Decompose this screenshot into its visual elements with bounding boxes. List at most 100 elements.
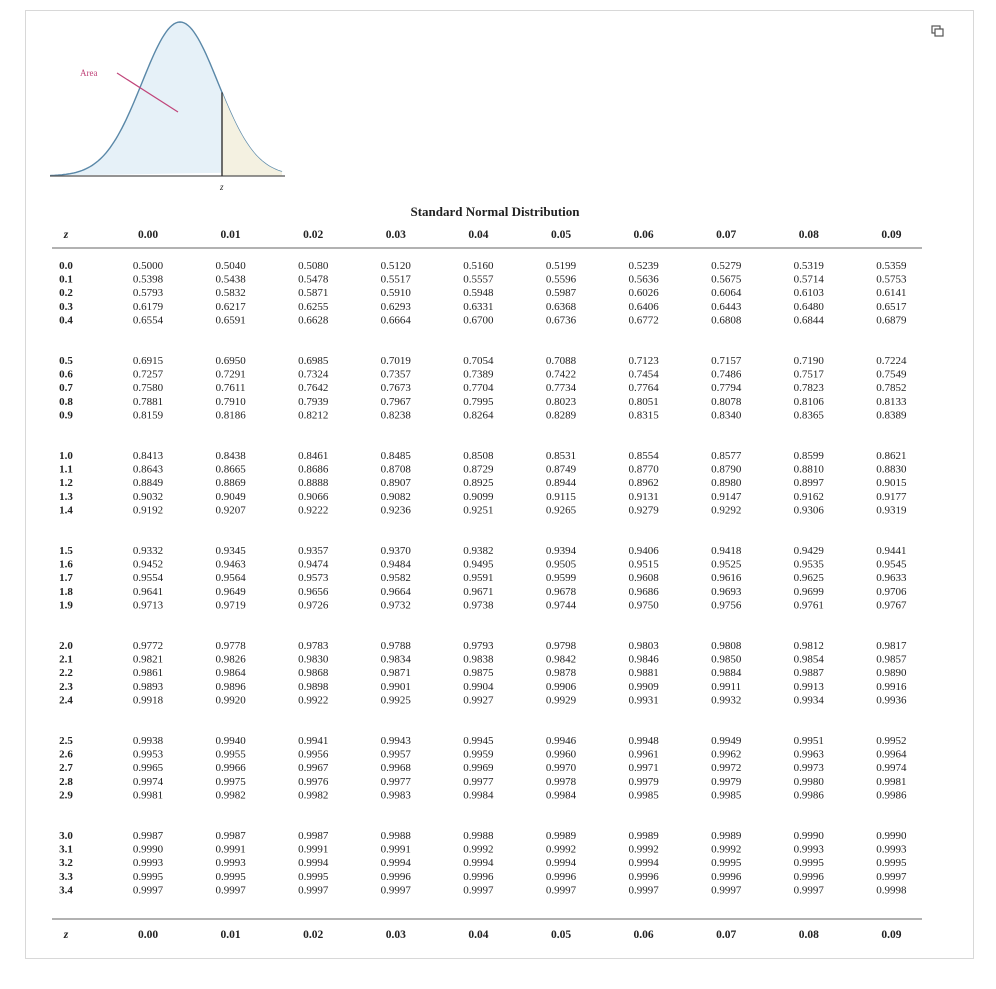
cell: 0.7704 [463,382,494,394]
cell: 0.6517 [876,301,907,313]
cell: 0.9969 [463,762,494,774]
cell: 0.9996 [628,871,659,883]
tail-area [222,92,282,176]
cell: 0.9778 [215,640,246,652]
cell: 0.5199 [546,260,577,272]
row-z: 0.9 [59,409,73,421]
icon[interactable] [931,25,944,37]
cell: 0.9793 [463,640,494,652]
cell: 0.8365 [794,409,825,421]
footer-column: 0.03 [386,929,406,941]
cell: 0.9962 [711,749,741,761]
row-z: 2.7 [59,762,73,774]
cell: 0.9997 [794,884,825,896]
row-z: 0.7 [59,382,73,394]
cell: 0.8790 [711,464,742,476]
cell: 0.9995 [215,871,246,883]
cell: 0.9985 [711,789,742,801]
row-z: 1.0 [59,450,73,462]
cell: 0.9995 [298,871,329,883]
cell: 0.7486 [711,369,742,381]
cell: 0.5000 [133,260,164,272]
cell: 0.5398 [133,274,164,286]
cell: 0.9955 [215,749,246,761]
cell: 0.9984 [463,789,494,801]
cell: 0.6141 [876,287,906,299]
header-column: 0.09 [881,229,901,241]
cell: 0.9671 [463,586,493,598]
cell: 0.9842 [546,654,576,666]
row-z: 1.3 [59,491,73,503]
cell: 0.5239 [628,260,659,272]
cell: 0.9993 [876,844,907,856]
cell: 0.8461 [298,450,328,462]
header-z: z [63,229,69,241]
cell: 0.9974 [876,762,907,774]
cell: 0.5279 [711,260,742,272]
footer-column: 0.00 [138,929,158,941]
row-z: 0.1 [59,274,73,286]
cell: 0.5948 [463,287,494,299]
row-z: 0.4 [59,314,73,326]
cell: 0.9977 [381,776,412,788]
cell: 0.8389 [876,409,907,421]
cell: 0.9319 [876,504,907,516]
row-z: 2.8 [59,776,73,788]
cell: 0.9608 [628,572,659,584]
cell: 0.5871 [298,287,328,299]
cell: 0.7257 [133,369,164,381]
header-column: 0.08 [799,229,819,241]
cell: 0.9991 [215,844,245,856]
cell: 0.8621 [876,450,906,462]
cell: 0.7454 [628,369,659,381]
cell: 0.9946 [546,735,577,747]
cell: 0.7291 [215,369,245,381]
cell: 0.9911 [711,681,741,693]
cell: 0.5753 [876,274,907,286]
cell: 0.9177 [876,491,907,503]
cell: 0.9965 [133,762,164,774]
cell: 0.9678 [546,586,577,598]
cell: 0.9995 [794,857,825,869]
cell: 0.9996 [794,871,825,883]
cell: 0.8078 [711,396,742,408]
cell: 0.9896 [215,681,246,693]
row-z: 1.9 [59,599,73,611]
cell: 0.9975 [215,776,246,788]
cell: 0.9495 [463,559,494,571]
cell: 0.6772 [628,314,658,326]
cell: 0.9452 [133,559,163,571]
cell: 0.8944 [546,477,577,489]
footer-column: 0.01 [221,929,241,941]
cell: 0.9976 [298,776,329,788]
cell: 0.6985 [298,355,329,367]
cell: 0.9979 [711,776,742,788]
cell: 0.9925 [381,694,412,706]
row-z: 2.9 [59,789,73,801]
cell: 0.9987 [298,830,329,842]
row-z: 2.5 [59,735,73,747]
cell: 0.6808 [711,314,742,326]
row-z: 1.6 [59,559,73,571]
cell: 0.9913 [794,681,825,693]
cell: 0.9545 [876,559,907,571]
cell: 0.9931 [628,694,658,706]
cell: 0.8686 [298,464,329,476]
cell: 0.9345 [215,545,246,557]
cell: 0.9898 [298,681,329,693]
footer-column: 0.09 [881,929,901,941]
cell: 0.7190 [794,355,825,367]
cell: 0.9429 [794,545,825,557]
row-z: 3.4 [59,884,73,896]
cell: 0.6368 [546,301,577,313]
footer-column: 0.02 [303,929,323,941]
cell: 0.9997 [298,884,329,896]
cell: 0.8925 [463,477,494,489]
cell: 0.9972 [711,762,741,774]
cell: 0.9909 [628,681,659,693]
header-column: 0.01 [221,229,241,241]
cell: 0.5478 [298,274,329,286]
cell: 0.7157 [711,355,742,367]
cell: 0.9997 [381,884,412,896]
